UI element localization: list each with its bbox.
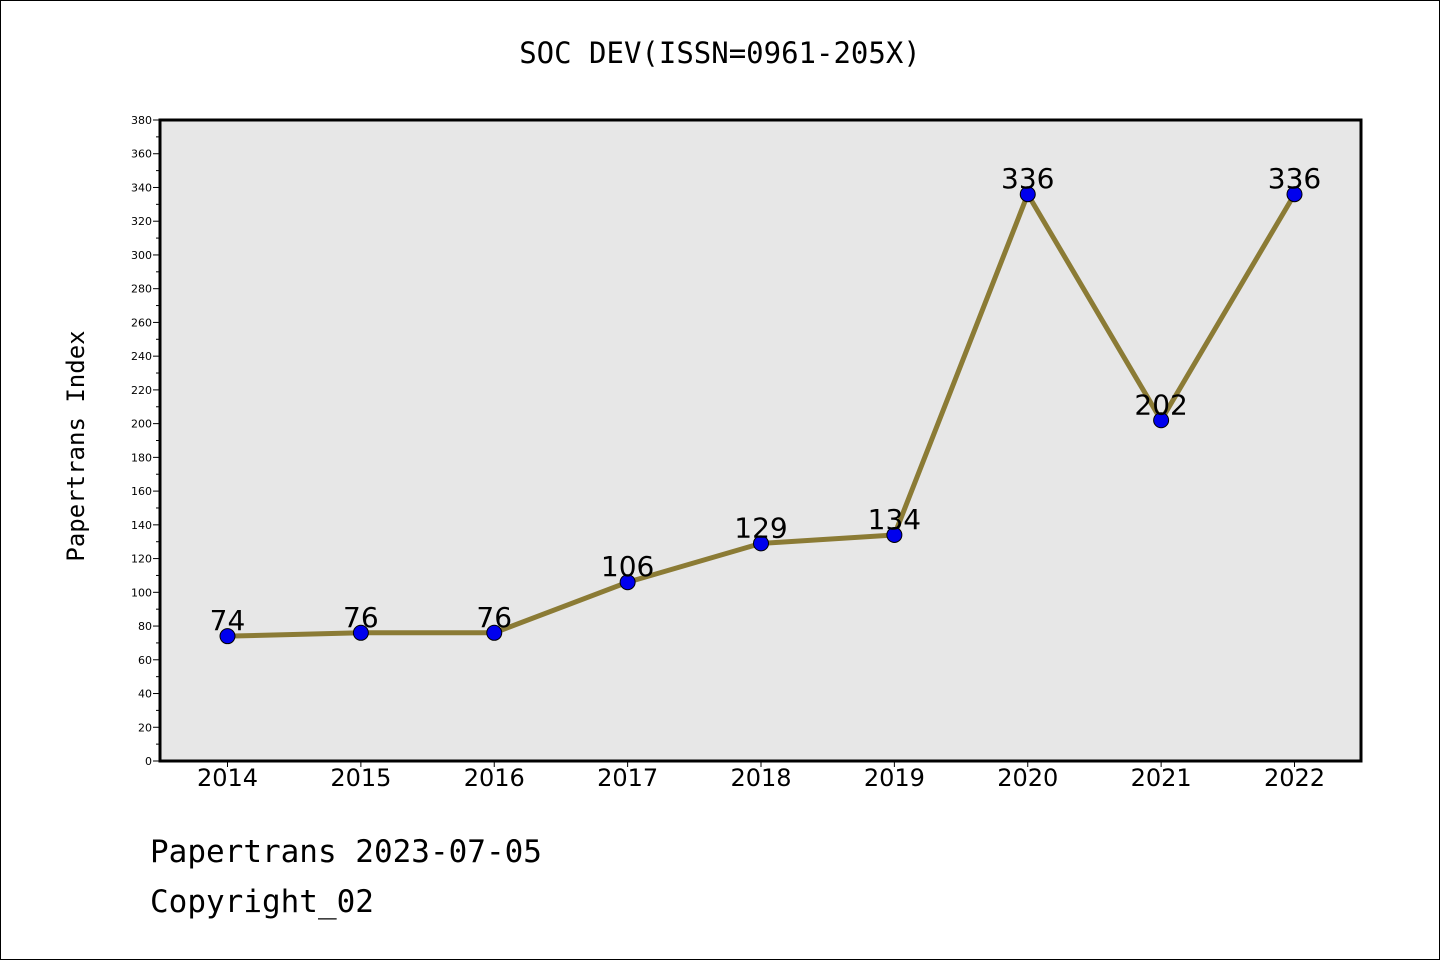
y-tick-label: 340 — [131, 181, 152, 194]
x-axis: 2014 2015 2016 2017 2018 2019 2020 2021 2022 — [197, 761, 1325, 792]
x-tick-label: 2021 — [1131, 764, 1192, 792]
y-tick-label: 220 — [131, 384, 152, 397]
x-tick-label: 2019 — [864, 764, 925, 792]
x-tick-label: 2015 — [330, 764, 391, 792]
footer-copyright: Copyright_02 — [150, 884, 374, 920]
data-point — [352, 624, 369, 641]
data-label: 134 — [868, 503, 921, 536]
y-tick-label: 0 — [145, 755, 152, 768]
y-axis: 0 20 40 60 80 100 120 140 160 180 200 220 240 260 280 3… — [131, 114, 160, 768]
y-tick-label: 380 — [131, 114, 152, 127]
x-tick-label: 2014 — [197, 764, 258, 792]
y-tick-label: 60 — [138, 654, 152, 667]
y-tick-label: 240 — [131, 350, 152, 363]
x-tick-label: 2017 — [597, 764, 658, 792]
data-label: 202 — [1134, 388, 1187, 421]
plot-area — [158, 118, 1363, 763]
y-tick-label: 140 — [131, 519, 152, 532]
data-label: 336 — [1001, 162, 1054, 195]
data-point — [1019, 186, 1036, 203]
y-tick-label: 100 — [131, 586, 152, 599]
y-tick-label: 20 — [138, 721, 152, 734]
data-point — [1286, 186, 1303, 203]
y-tick-label: 80 — [138, 620, 152, 633]
data-label: 106 — [601, 550, 654, 583]
y-tick-label: 360 — [131, 148, 152, 161]
data-label: 76 — [343, 601, 379, 634]
chart-title: SOC DEV(ISSN=0961-205X) — [519, 36, 921, 70]
y-axis-label: Papertrans Index — [62, 330, 90, 562]
data-label: 129 — [734, 511, 787, 544]
data-labels: 74 76 76 106 129 134 336 202 336 — [210, 162, 1322, 637]
y-tick-label: 200 — [131, 418, 152, 431]
y-tick-label: 320 — [131, 215, 152, 228]
x-tick-label: 2022 — [1264, 764, 1325, 792]
y-tick-label: 180 — [131, 451, 152, 464]
footer-date: Papertrans 2023-07-05 — [150, 834, 542, 870]
data-point — [219, 628, 236, 645]
data-points — [219, 186, 1303, 645]
x-tick-label: 2016 — [464, 764, 525, 792]
y-tick-label: 300 — [131, 249, 152, 262]
x-tick-label: 2020 — [997, 764, 1058, 792]
data-point — [1153, 412, 1170, 429]
y-tick-label: 160 — [131, 485, 152, 498]
data-point — [619, 574, 636, 591]
data-point — [753, 535, 769, 552]
data-point — [486, 624, 503, 641]
y-tick-label: 120 — [131, 553, 152, 566]
x-tick-label: 2018 — [730, 764, 791, 792]
data-label: 76 — [476, 601, 512, 634]
y-tick-label: 280 — [131, 283, 152, 296]
data-label: 336 — [1268, 162, 1321, 195]
y-tick-label: 40 — [138, 688, 152, 701]
y-tick-label: 260 — [131, 316, 152, 329]
data-point — [886, 526, 903, 543]
data-label: 74 — [210, 604, 246, 637]
